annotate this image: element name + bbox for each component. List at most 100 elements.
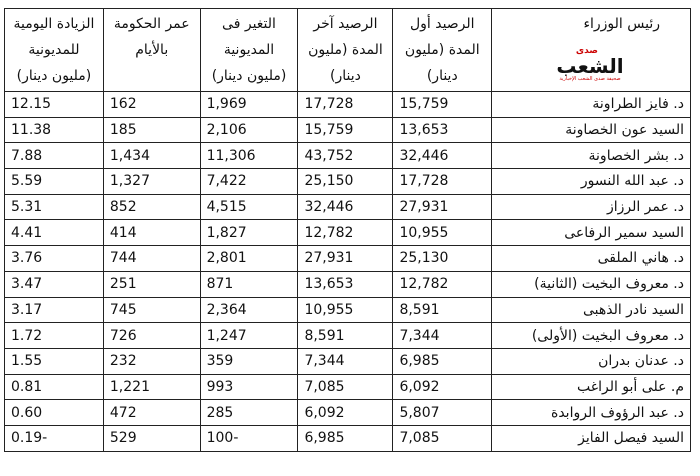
value-cell: 15,759 [392,91,493,118]
value-cell: 32,446 [392,142,493,170]
value-cell: 10,955 [297,296,394,324]
table-row: السيد سمير الرفاعى 10,955 12,782 1,827 414 4.… [4,219,691,247]
table-row: د. فايز الطراونة 15,759 17,728 1,969 162 12.1… [4,91,691,118]
value-cell: 10,955 [392,219,493,247]
watermark-logo: صدى الشعب صحيفة صدى الشعب الإخبارية [540,46,640,84]
value-cell: 27,931 [392,193,493,221]
pm-name-cell: د. فايز الطراونة [491,91,691,118]
value-cell: 1,827 [199,219,299,247]
value-cell: 17,728 [297,91,394,118]
value-cell: 7,344 [297,347,394,375]
value-cell: 4,515 [199,193,299,221]
table-row: السيد عون الخصاونة 13,653 15,759 2,106 185 11… [4,116,691,144]
value-cell: 7,422 [199,168,299,195]
value-cell: 1,247 [199,322,299,349]
value-cell: 3.47 [4,270,104,298]
table-row: د. معروف البخيت (الثانية) 12,782 13,653 871… [4,270,691,298]
value-cell: 0.60 [4,399,104,426]
value-cell: 7,344 [392,322,493,349]
value-cell: 232 [102,347,201,375]
value-cell: 744 [102,245,201,272]
column-header: الزيادة اليومية للمديونية (مليون دينار) [4,8,104,92]
value-cell: 0.81 [4,373,104,401]
value-cell: 6,985 [392,347,493,375]
column-header: الرصيد أول المدة (مليون دينار) [392,8,493,92]
value-cell: 1.72 [4,322,104,349]
pm-name-cell: د. عدنان بدران [491,347,691,375]
value-cell: 162 [102,91,201,118]
column-header: الرصيد آخر المدة (مليون دينار) [297,8,394,92]
value-cell: 185 [102,116,201,144]
value-cell: 5.31 [4,193,104,221]
column-header: التغير فى المديونية (مليون دينار) [199,8,299,92]
logo-main: الشعب [556,54,624,78]
pm-name-cell: د. معروف البخيت (الثانية) [491,270,691,298]
value-cell: 285 [199,399,299,426]
pm-name-cell: السيد سمير الرفاعى [491,219,691,247]
value-cell: 43,752 [297,142,394,170]
value-cell: 15,759 [297,116,394,144]
value-cell: 12.15 [4,91,104,118]
value-cell: 3.76 [4,245,104,272]
table-row: د. عدنان بدران 6,985 7,344 359 232 1.55 [4,347,691,375]
value-cell: 12,782 [392,270,493,298]
value-cell: 8,591 [392,296,493,324]
value-cell: 4.41 [4,219,104,247]
value-cell: 11,306 [199,142,299,170]
value-cell: 6,092 [297,399,394,426]
value-cell: 17,728 [392,168,493,195]
value-cell: 472 [102,399,201,426]
value-cell: 1,327 [102,168,201,195]
value-cell: 7,085 [392,424,493,452]
table-row: د. عمر الرزاز 27,931 32,446 4,515 852 5.31 [4,193,691,221]
pm-name-cell: السيد عون الخصاونة [491,116,691,144]
header-row: رئيس الوزراء الرصيد أول المدة (مليون دينا… [4,8,691,92]
value-cell: 6,985 [297,424,394,452]
value-cell: -0.19 [4,424,104,452]
value-cell: 13,653 [392,116,493,144]
pm-name-cell: د. هاني الملقى [491,245,691,272]
value-cell: 726 [102,322,201,349]
value-cell: 27,931 [297,245,394,272]
value-cell: 529 [102,424,201,452]
value-cell: 359 [199,347,299,375]
logo-tagline: صحيفة صدى الشعب الإخبارية [559,76,621,82]
value-cell: 7.88 [4,142,104,170]
value-cell: 5,807 [392,399,493,426]
pm-name-cell: السيد فيصل الفايز [491,424,691,452]
value-cell: 251 [102,270,201,298]
value-cell: 25,150 [297,168,394,195]
logo-top: صدى [575,46,598,56]
pm-name-cell: د. معروف البخيت (الأولى) [491,322,691,349]
value-cell: 8,591 [297,322,394,349]
value-cell: 871 [199,270,299,298]
pm-name-cell: د. عبد الرؤوف الروابدة [491,399,691,426]
value-cell: 2,106 [199,116,299,144]
value-cell: 11.38 [4,116,104,144]
table-row: السيد نادر الذهبى 8,591 10,955 2,364 745 3.17 [4,296,691,324]
value-cell: 3.17 [4,296,104,324]
value-cell: 2,801 [199,245,299,272]
table-row: د. عبد الرؤوف الروابدة 5,807 6,092 285 472 0.… [4,399,691,426]
value-cell: 7,085 [297,373,394,401]
value-cell: 745 [102,296,201,324]
value-cell: 1.55 [4,347,104,375]
value-cell: 32,446 [297,193,394,221]
table-row: د. معروف البخيت (الأولى) 7,344 8,591 1,247 7… [4,322,691,349]
value-cell: 1,969 [199,91,299,118]
pm-name-cell: د. عمر الرزاز [491,193,691,221]
value-cell: -100 [199,424,299,452]
value-cell: 852 [102,193,201,221]
pm-name-cell: د. بشر الخصاونة [491,142,691,170]
value-cell: 1,221 [102,373,201,401]
column-header: عمر الحكومة بالأيام [102,8,201,92]
value-cell: 25,130 [392,245,493,272]
value-cell: 1,434 [102,142,201,170]
value-cell: 2,364 [199,296,299,324]
pm-name-cell: د. عبد الله النسور [491,168,691,195]
value-cell: 5.59 [4,168,104,195]
value-cell: 12,782 [297,219,394,247]
table-row: د. عبد الله النسور 17,728 25,150 7,422 1,327… [4,168,691,195]
pm-name-cell: السيد نادر الذهبى [491,296,691,324]
pm-name-cell: م. على أبو الراغب [491,373,691,401]
